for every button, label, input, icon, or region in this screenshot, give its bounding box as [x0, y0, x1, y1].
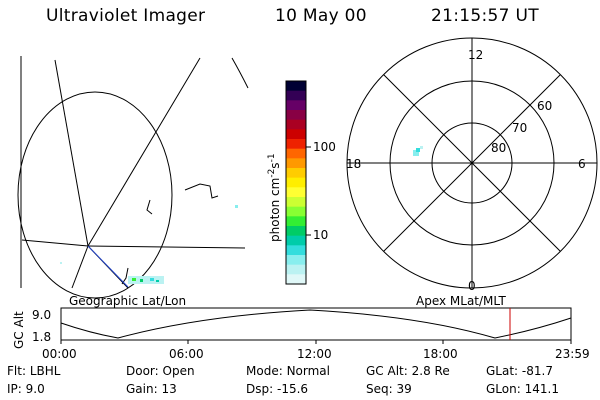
altitude-xtick-12: 12:00: [297, 347, 332, 361]
info-dsp: Dsp: -15.6: [246, 382, 309, 396]
mlt-label-0: 0: [468, 279, 476, 293]
colorbar-band: [286, 197, 306, 208]
colorbar-band: [286, 206, 306, 217]
apex-caption: Apex MLat/MLT: [416, 294, 506, 308]
colorbar-band: [286, 168, 306, 179]
lat-label-80: 80: [491, 141, 506, 155]
info-gain: Gain: 13: [126, 382, 177, 396]
altitude-xtick-2359: 23:59: [555, 347, 590, 361]
lat-label-70: 70: [512, 121, 527, 135]
info-mode: Mode: Normal: [246, 364, 330, 378]
colorbar-band: [286, 255, 306, 266]
colorbar-band: [286, 264, 306, 275]
info-flt: Flt: LBHL: [7, 364, 61, 378]
colorbar-unit-label: photon cm-2s-1: [267, 153, 282, 242]
meridian-line: [21, 239, 89, 247]
altitude-curve: [60, 309, 572, 339]
mlt-label-6: 6: [578, 157, 586, 171]
colorbar-band: [286, 100, 306, 111]
colorbar-tick-label-10: 10: [313, 228, 328, 242]
geographic-map: [17, 56, 249, 299]
altitude-xtick-0: 00:00: [42, 347, 77, 361]
polar-diagonal: [383, 74, 561, 252]
time-label: 21:15:57 UT: [431, 6, 539, 26]
aurora-specks: [60, 205, 238, 284]
altitude-frame: [60, 307, 572, 341]
colorbar-band: [286, 274, 306, 285]
altitude-xtick-18: 18:00: [423, 347, 458, 361]
mlt-label-18: 18: [346, 157, 361, 171]
info-gcalt: GC Alt: 2.8 Re: [366, 364, 450, 378]
colorbar-frame: [285, 80, 307, 285]
colorbar-band: [286, 90, 306, 101]
info-ip: IP: 9.0: [7, 382, 45, 396]
colorbar-band: [286, 148, 306, 159]
info-seq: Seq: 39: [366, 382, 412, 396]
altitude-ylabel: GC Alt: [12, 311, 26, 349]
altitude-plot: [60, 307, 572, 344]
colorbar-band: [286, 139, 306, 150]
meridian-line: [87, 245, 246, 249]
colorbar: [286, 81, 306, 285]
coastline: [184, 183, 219, 199]
instrument-title: Ultraviolet Imager: [46, 6, 206, 26]
info-glat: GLat: -81.7: [486, 364, 553, 378]
track-line: [87, 245, 129, 288]
colorbar-band: [286, 245, 306, 256]
lat-label-60: 60: [537, 99, 552, 113]
colorbar-band: [286, 158, 306, 169]
polar-plot: [346, 37, 598, 289]
info-glon: GLon: 141.1: [486, 382, 559, 396]
colorbar-band: [286, 119, 306, 130]
coastline: [146, 199, 153, 215]
date-label: 10 May 00: [275, 6, 367, 26]
polar-aurora: [413, 146, 423, 156]
meridian-line: [54, 59, 89, 247]
colorbar-band: [286, 129, 306, 140]
geographic-caption: Geographic Lat/Lon: [69, 294, 187, 308]
lat-circle: [17, 91, 173, 299]
colorbar-tick-label-100: 100: [313, 140, 336, 154]
lat-arc: [231, 57, 249, 89]
mlt-label-12: 12: [468, 48, 483, 62]
meridian-line: [87, 57, 201, 247]
colorbar-band: [286, 226, 306, 237]
colorbar-band: [286, 216, 306, 227]
colorbar-band: [286, 187, 306, 198]
altitude-xtick-6: 06:00: [169, 347, 204, 361]
altitude-ytick-1-8: 1.8: [32, 330, 51, 344]
meridian-line: [71, 245, 89, 289]
colorbar-band: [286, 81, 306, 92]
colorbar-band: [286, 177, 306, 188]
colorbar-band: [286, 235, 306, 246]
colorbar-band: [286, 110, 306, 121]
altitude-ytick-9: 9.0: [32, 308, 51, 322]
info-door: Door: Open: [126, 364, 195, 378]
